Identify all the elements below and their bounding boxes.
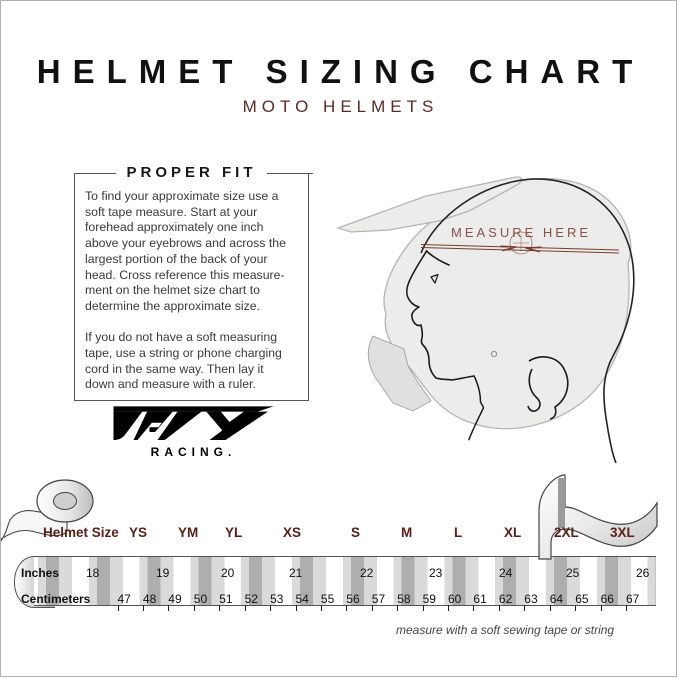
svg-text:MEASURE HERE: MEASURE HERE [451, 225, 591, 240]
